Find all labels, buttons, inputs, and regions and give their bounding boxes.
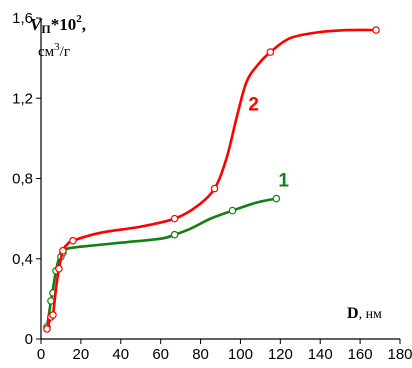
- x-tick-label: 180: [387, 346, 412, 363]
- data-point: [228, 206, 237, 215]
- y-axis-title-var: V: [30, 15, 43, 34]
- data-point: [69, 236, 77, 245]
- data-point: [170, 214, 179, 223]
- y-axis-title-mid: *10: [51, 15, 77, 34]
- y-tick-label: 0: [25, 331, 33, 348]
- y-axis-unit-post: /г: [60, 44, 70, 60]
- series-line-1: [45, 197, 278, 329]
- data-point: [210, 184, 219, 193]
- y-axis-title-tail: ,: [82, 15, 86, 34]
- data-point: [372, 26, 380, 34]
- y-axis-title: VП*102,: [30, 13, 86, 36]
- series-line-2: [45, 28, 378, 331]
- data-point: [59, 246, 67, 255]
- data-point: [272, 194, 281, 203]
- x-tick-label: 40: [112, 346, 129, 363]
- x-axis-title: D, нм: [347, 305, 382, 322]
- y-tick-label: 0,4: [12, 251, 33, 268]
- y-tick-label: 0,8: [12, 171, 33, 188]
- x-tick-label: 20: [73, 346, 90, 363]
- series-group: 12: [43, 26, 380, 333]
- y-axis-title-sup: 2: [76, 13, 82, 25]
- x-axis-title-unit: , нм: [359, 307, 382, 322]
- y-tick-label: 1,2: [12, 90, 33, 107]
- data-point: [170, 230, 179, 239]
- x-axis-title-var: D: [347, 305, 359, 322]
- y-axis-unit-pre: см: [38, 44, 55, 60]
- x-tick-label: 0: [37, 346, 45, 363]
- y-axis-unit-sup: 3: [54, 41, 60, 53]
- x-tick-label: 160: [348, 346, 373, 363]
- x-tick-label: 60: [152, 346, 169, 363]
- series-1: [43, 194, 281, 331]
- x-tick-label: 140: [308, 346, 333, 363]
- x-tick-label: 120: [268, 346, 293, 363]
- curve-label-1: 1: [278, 171, 289, 192]
- curve-label-2: 2: [248, 94, 259, 115]
- data-point: [266, 48, 275, 56]
- series-2: [43, 26, 380, 333]
- x-tick-label: 100: [228, 346, 253, 363]
- x-tick-label: 80: [192, 346, 209, 363]
- data-point: [43, 325, 51, 333]
- y-axis-unit: см3/г: [38, 41, 70, 60]
- data-point: [49, 311, 57, 319]
- y-axis-title-sub: П: [41, 22, 51, 36]
- data-point: [55, 264, 63, 273]
- y-tick-label: 1,6: [12, 10, 33, 27]
